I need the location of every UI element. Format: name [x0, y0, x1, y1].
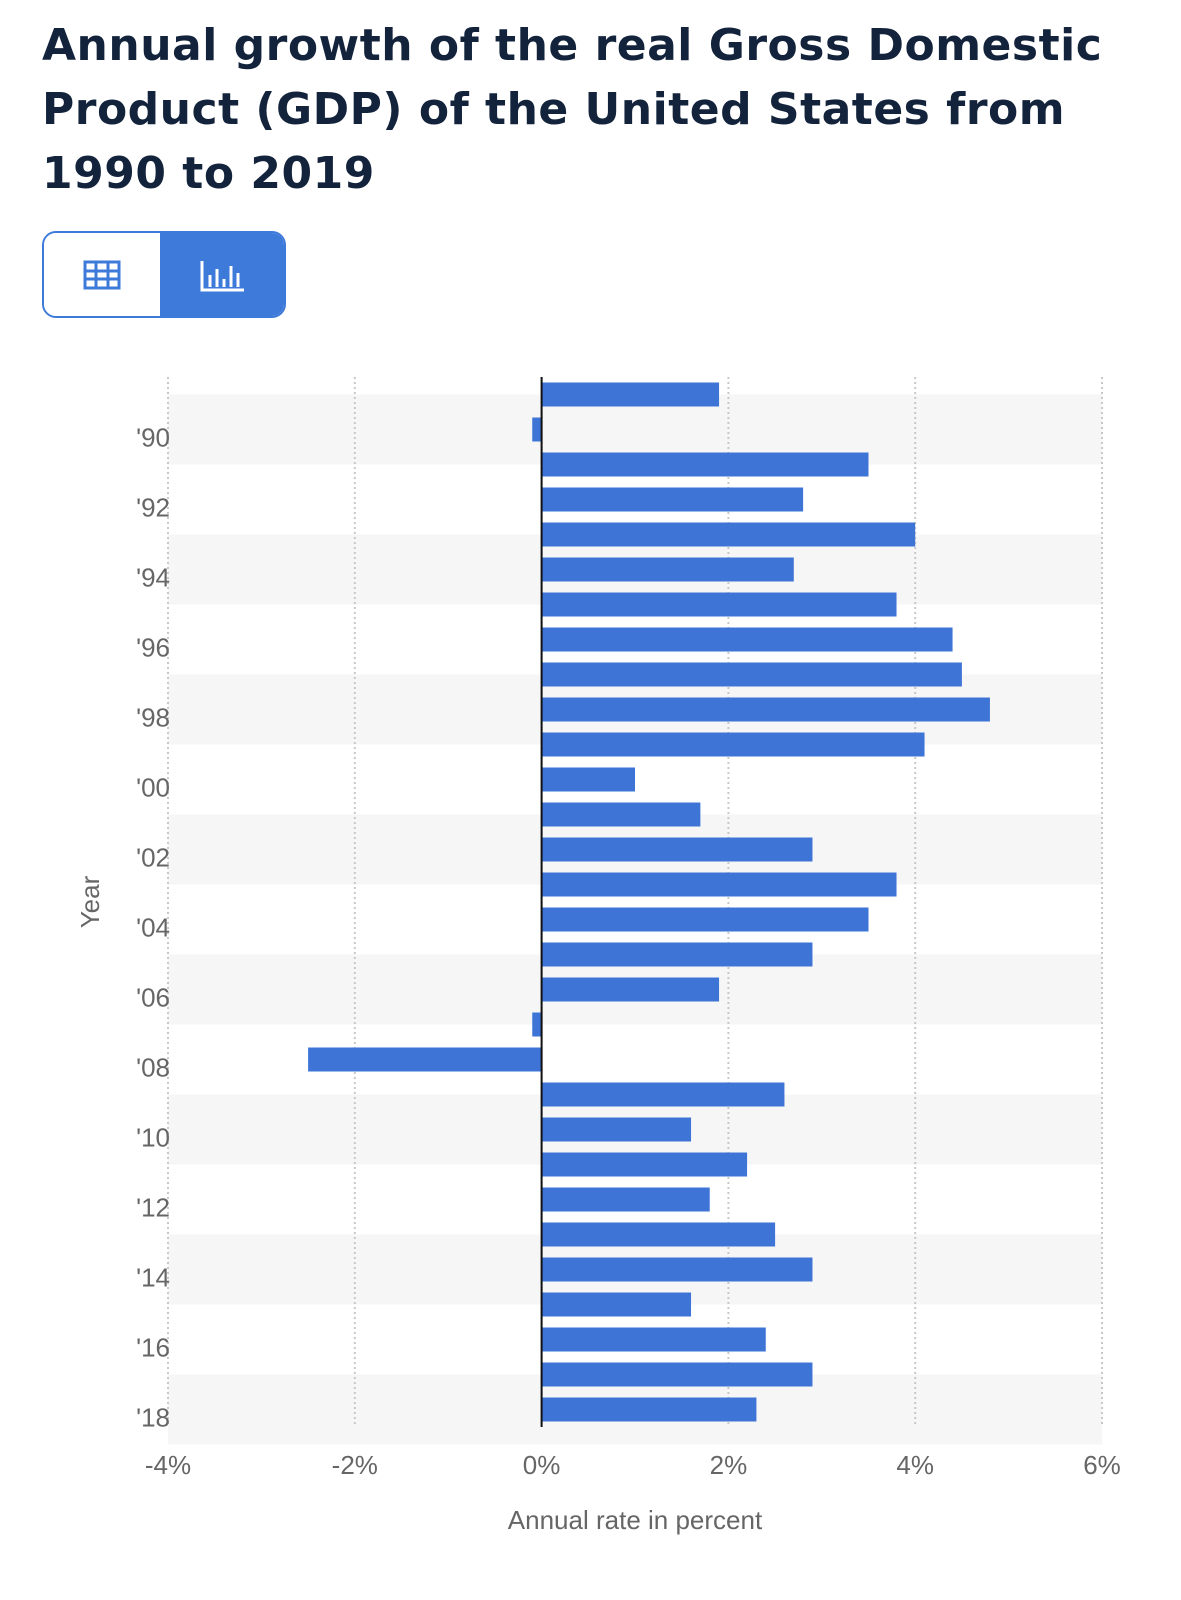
bar: [541, 557, 794, 582]
y-tick-label: '10: [136, 1122, 170, 1152]
bar: [541, 907, 869, 932]
table-icon: [83, 260, 121, 290]
y-tick-label: '90: [136, 422, 170, 452]
bar: [541, 382, 720, 407]
chart-icon: [200, 261, 244, 292]
bar: [541, 697, 990, 722]
bar: [541, 1292, 692, 1317]
bar: [541, 732, 925, 757]
y-tick-label: '14: [136, 1262, 170, 1292]
bar: [541, 837, 813, 862]
view-toggle: [42, 231, 286, 318]
y-tick-label: '16: [136, 1332, 170, 1362]
x-tick-label: -2%: [332, 1450, 378, 1480]
x-tick-label: -4%: [145, 1450, 191, 1480]
y-tick-label: '18: [136, 1402, 170, 1432]
chart-view-button[interactable]: [160, 233, 284, 316]
y-tick-label: '98: [136, 702, 170, 732]
chart-title: Annual growth of the real Gross Domestic…: [42, 20, 1103, 199]
bar: [541, 942, 813, 967]
bar: [541, 592, 897, 617]
bar: [541, 1362, 813, 1387]
x-axis-title: Annual rate in percent: [508, 1505, 763, 1535]
bar: [541, 802, 701, 827]
bar: [541, 1257, 813, 1282]
y-tick-label: '08: [136, 1052, 170, 1082]
y-tick-label: '92: [136, 492, 170, 522]
bar: [541, 487, 804, 512]
y-axis-title: Year: [75, 875, 105, 928]
x-tick-label: 2%: [710, 1450, 748, 1480]
bar: [541, 1117, 692, 1142]
bar: [532, 417, 542, 442]
y-tick-label: '96: [136, 632, 170, 662]
y-tick-label: '00: [136, 772, 170, 802]
bar: [532, 1012, 542, 1037]
bar: [541, 1397, 757, 1422]
bar: [541, 662, 962, 687]
bar: [541, 452, 869, 477]
bar: [541, 627, 953, 652]
y-tick-label: '12: [136, 1192, 170, 1222]
x-tick-label: 6%: [1083, 1450, 1121, 1480]
y-tick-label: '94: [136, 562, 170, 592]
bar: [541, 1327, 766, 1352]
bar: [541, 872, 897, 897]
bar: [541, 977, 720, 1002]
bar: [541, 1222, 776, 1247]
y-tick-label: '02: [136, 842, 170, 872]
bar: [541, 1152, 748, 1177]
bar: [541, 522, 916, 547]
bar: [541, 1082, 785, 1107]
y-tick-label: '04: [136, 912, 170, 942]
y-tick-label: '06: [136, 982, 170, 1012]
bar: [541, 767, 635, 792]
bar: [541, 1187, 710, 1212]
table-view-button[interactable]: [44, 233, 160, 316]
x-tick-label: 4%: [896, 1450, 934, 1480]
x-tick-label: 0%: [523, 1450, 561, 1480]
bar: [308, 1047, 542, 1072]
